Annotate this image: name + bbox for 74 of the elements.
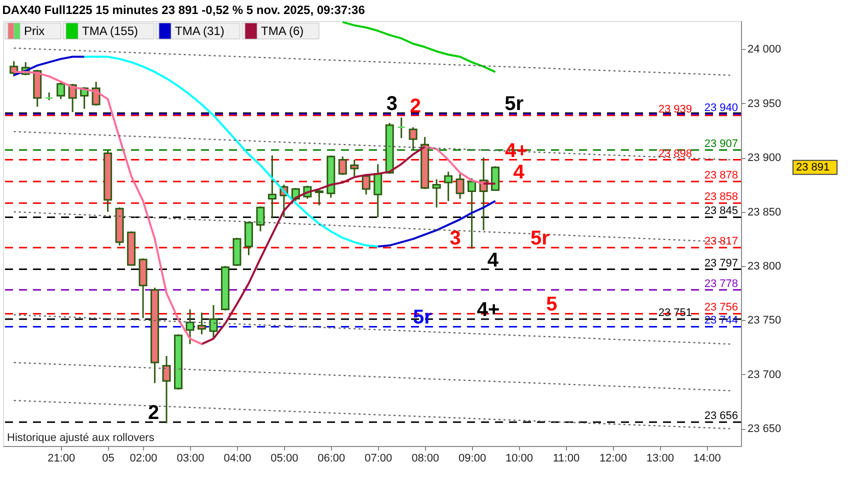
annotation: 5r [530, 228, 550, 250]
text: 23 891 [796, 161, 830, 174]
legend-label: Prix [24, 24, 45, 38]
annotation: 4 [513, 161, 526, 184]
annotation: 3 [386, 93, 398, 116]
ref-line-label: 23 778 [704, 278, 738, 290]
annotation: 2 [410, 95, 422, 118]
candlestick [444, 170, 453, 202]
x-tick-label: 12:00 [599, 452, 627, 464]
candlestick [374, 163, 382, 218]
candlestick [314, 189, 324, 206]
annotation: 2 [148, 402, 160, 424]
ref-line-label: 23 817 [704, 236, 738, 248]
ref-line-label: 23 939 [658, 103, 692, 116]
y-tick-label: 23 800 [748, 260, 782, 273]
candlestick [338, 156, 347, 176]
y-tick-label: 23 950 [748, 98, 782, 110]
y-tick-label: 23 850 [748, 206, 782, 218]
x-tick-label: 21:00 [48, 452, 76, 464]
x-tick-label: 10:00 [506, 452, 534, 464]
line-series [83, 56, 379, 248]
candlestick [408, 126, 418, 151]
ref-line-label: 23 797 [704, 257, 738, 270]
candlestick [186, 308, 194, 345]
chart-title: DAX40 Full1225 15 minutes 23 891 -0,52 % 5 nov. 2025, 09:37:36 [2, 3, 366, 17]
line-series [376, 200, 496, 248]
y-tick-label: 23 650 [748, 423, 782, 436]
candlestick [432, 178, 441, 208]
x-tick-label: 07:00 [364, 452, 392, 464]
y-tick-label: 23 750 [748, 314, 782, 327]
ref-line-label: 23 898 [658, 148, 692, 160]
x-tick-label: 13:00 [646, 452, 674, 464]
candlestick [456, 173, 464, 200]
x-tick-label: 05 [102, 452, 114, 464]
ref-line-label: 23 656 [704, 410, 738, 422]
candlestick [268, 154, 276, 220]
y-tick-label: 24 000 [748, 44, 782, 56]
y-tick-label: 23 700 [748, 368, 782, 381]
annotation: 3 [450, 228, 461, 250]
x-tick-label: 09:00 [458, 452, 486, 464]
x-tick-label: 11:00 [552, 452, 580, 464]
candlestick [56, 80, 66, 100]
ref-line-label: 23 907 [704, 138, 738, 150]
ref-line-label: 23 940 [704, 102, 738, 114]
ref-line-label: 23 756 [704, 302, 738, 314]
candlestick [468, 177, 476, 250]
annotation: 5r [504, 93, 524, 116]
legend-label: TMA (6) [261, 24, 304, 38]
line-series [342, 21, 496, 73]
y-tick-label: 23 900 [748, 152, 782, 164]
ref-line-label: 23 845 [704, 205, 738, 218]
x-tick-label: 08:00 [412, 452, 440, 464]
line-series [12, 56, 86, 76]
x-tick-label: 06:00 [318, 452, 346, 464]
annotation: 4+ [476, 299, 500, 322]
annotation: 4 [487, 249, 500, 272]
ref-line-label: 23 858 [704, 191, 738, 204]
annotation: 5 [546, 294, 558, 316]
candlestick [162, 355, 171, 424]
candlestick [362, 174, 370, 196]
candlestick [397, 116, 406, 139]
candlestick [197, 312, 206, 336]
candlestick [244, 220, 253, 256]
annotation: Historique ajusté aux rollovers [7, 432, 155, 444]
x-tick-label: 14:00 [693, 452, 721, 464]
x-tick-label: 04:00 [224, 452, 252, 464]
ref-line-label: 23 878 [704, 169, 738, 182]
legend-label: TMA (155) [82, 24, 138, 38]
x-tick-label: 05:00 [270, 452, 298, 464]
legend-label: TMA (31) [175, 24, 224, 38]
x-tick-label: 03:00 [176, 452, 204, 464]
candlestick [209, 304, 218, 340]
x-tick-label: 02:00 [130, 452, 158, 464]
candlestick [350, 159, 359, 177]
